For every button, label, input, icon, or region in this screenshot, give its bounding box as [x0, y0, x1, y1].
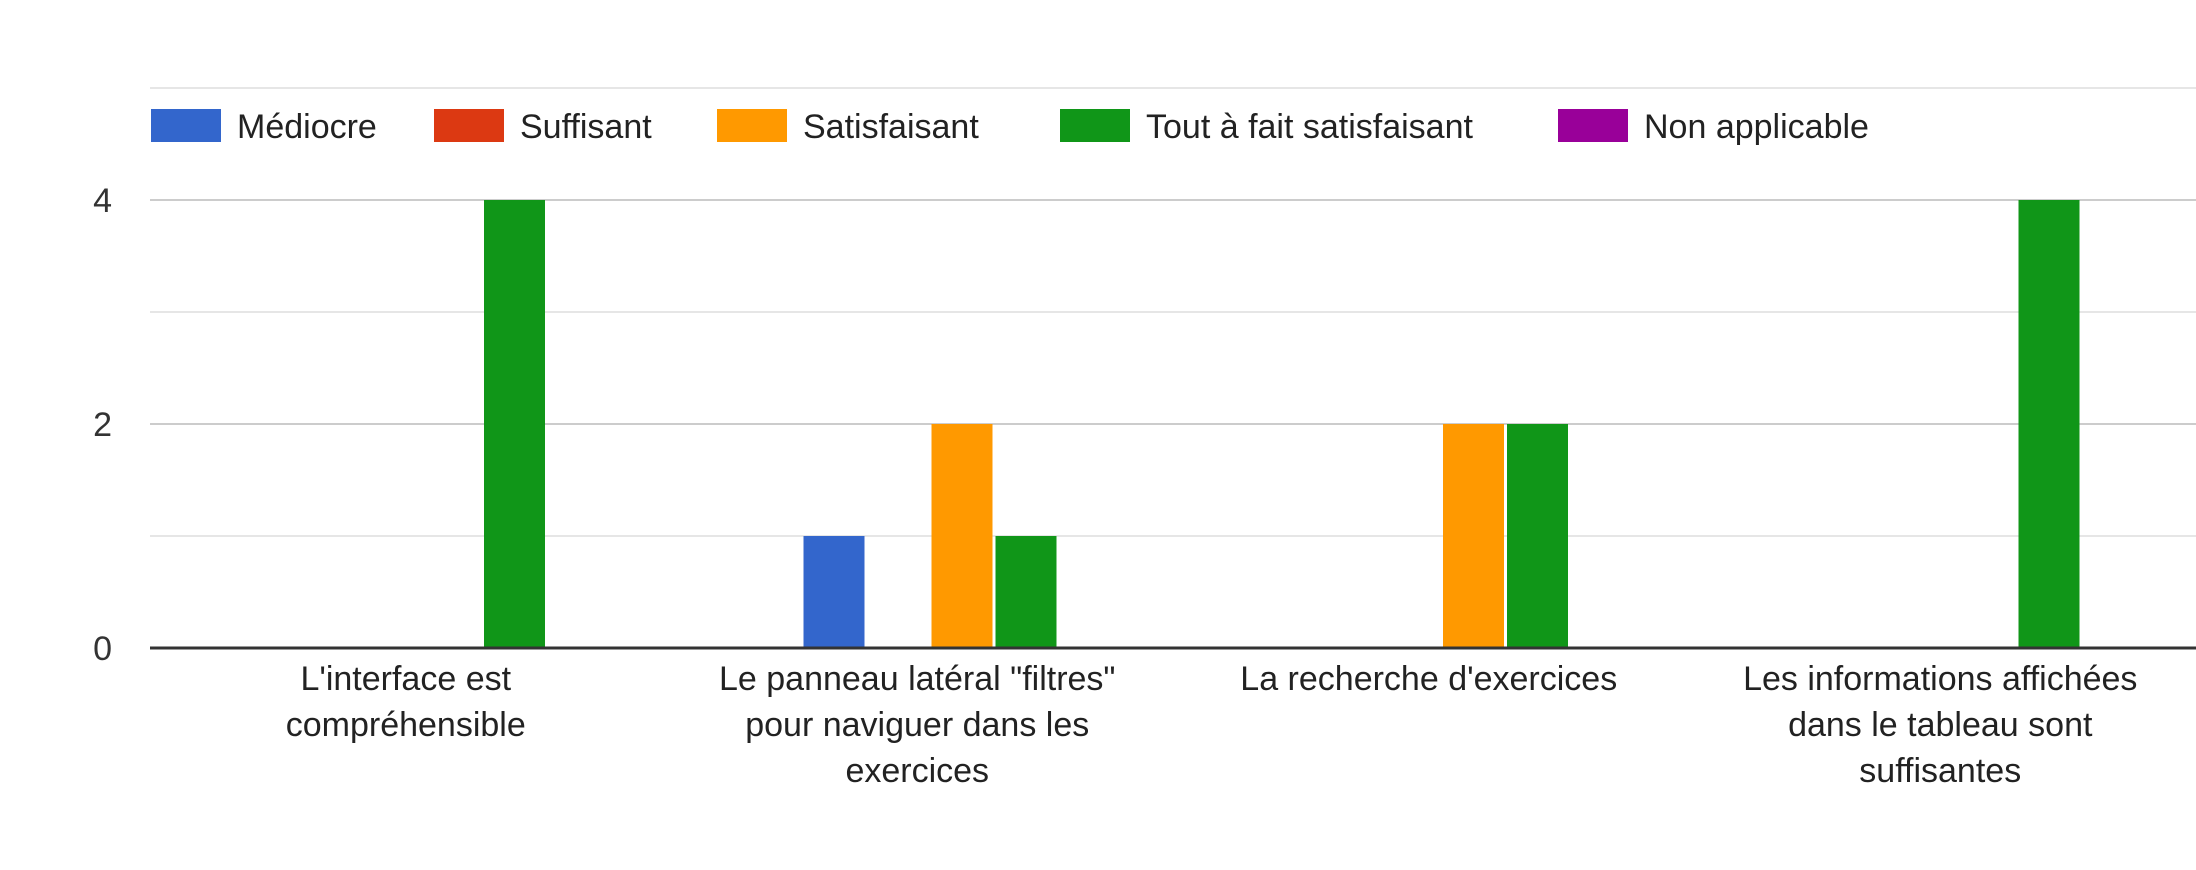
- legend-label: Satisfaisant: [803, 108, 979, 146]
- legend-label: Tout à fait satisfaisant: [1146, 108, 1474, 146]
- y-tick-label: 2: [93, 406, 112, 444]
- bar-satisfaisant-3: [1443, 424, 1504, 648]
- legend-swatch: [1558, 109, 1628, 142]
- legend: Médiocre Suffisant Satisfaisant Tout à fait…: [151, 108, 1869, 146]
- x-category-label: dans le tableau sont: [1788, 706, 2093, 744]
- gridlines: [150, 87, 2196, 537]
- bar-tout-fait-satisfaisant-1: [484, 200, 545, 648]
- x-category-label: suffisantes: [1859, 752, 2021, 790]
- x-category-label: Les informations affichées: [1743, 660, 2137, 698]
- bar-m-diocre-2: [803, 536, 865, 648]
- legend-swatch: [717, 109, 787, 142]
- x-category-label: La recherche d'exercices: [1240, 660, 1617, 698]
- legend-label: Médiocre: [237, 108, 377, 146]
- x-category-label: Le panneau latéral "filtres": [719, 660, 1116, 698]
- bar-satisfaisant-2: [931, 424, 993, 648]
- x-category-label: pour naviguer dans les: [745, 706, 1089, 744]
- bar-tout-fait-satisfaisant-3: [1507, 424, 1568, 648]
- legend-swatch: [1060, 109, 1130, 142]
- bars: [484, 200, 2080, 648]
- axes: 0 2 4 L'interface est compréhensible Le panne…: [93, 182, 2196, 790]
- x-category-label: compréhensible: [286, 706, 526, 744]
- x-category-label: exercices: [845, 752, 989, 790]
- legend-swatch: [434, 109, 504, 142]
- bar-tout-fait-satisfaisant-2: [995, 536, 1057, 648]
- y-tick-label: 0: [93, 630, 112, 668]
- legend-label: Suffisant: [520, 108, 652, 146]
- legend-swatch: [151, 109, 221, 142]
- y-tick-label: 4: [93, 182, 112, 220]
- x-category-label: L'interface est: [300, 660, 511, 698]
- bar-tout-fait-satisfaisant-4: [2018, 200, 2080, 648]
- legend-label: Non applicable: [1644, 108, 1869, 146]
